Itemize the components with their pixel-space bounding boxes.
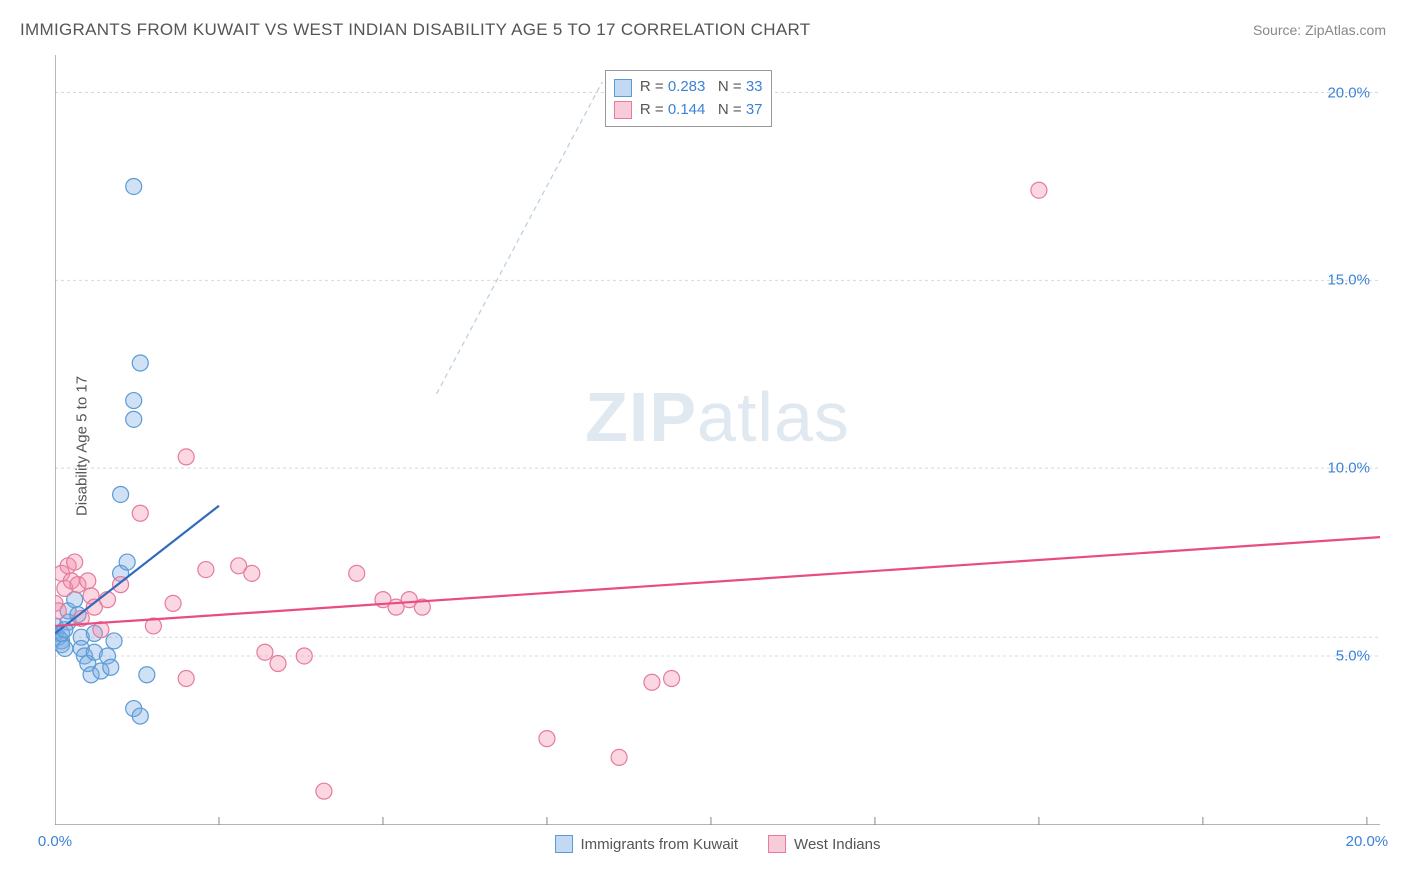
source-attribution: Source: ZipAtlas.com [1253, 22, 1386, 38]
y-tick-label: 20.0% [1327, 84, 1370, 101]
chart-title: IMMIGRANTS FROM KUWAIT VS WEST INDIAN DI… [20, 20, 810, 40]
legend-item: West Indians [768, 835, 880, 853]
correlation-row: R0.283N33 [614, 76, 763, 99]
chart-header: IMMIGRANTS FROM KUWAIT VS WEST INDIAN DI… [20, 20, 1386, 40]
x-tick-label: 20.0% [1346, 833, 1389, 850]
chart-plot-area: ZIPatlas R0.283N33R0.144N37 Immigrants f… [55, 55, 1380, 825]
correlation-row: R0.144N37 [614, 99, 763, 122]
series-swatch [614, 101, 632, 119]
legend-item: Immigrants from Kuwait [555, 835, 739, 853]
correlation-stats-box: R0.283N33R0.144N37 [605, 70, 772, 127]
scatter-plot-svg [55, 55, 1380, 825]
x-tick-label: 0.0% [38, 833, 72, 850]
series-swatch [614, 79, 632, 97]
y-tick-label: 5.0% [1336, 647, 1370, 664]
legend: Immigrants from Kuwait West Indians [555, 835, 881, 853]
y-tick-label: 15.0% [1327, 272, 1370, 289]
legend-label: West Indians [794, 836, 880, 853]
y-tick-label: 10.0% [1327, 460, 1370, 477]
legend-swatch [555, 835, 573, 853]
legend-swatch [768, 835, 786, 853]
legend-label: Immigrants from Kuwait [581, 836, 739, 853]
